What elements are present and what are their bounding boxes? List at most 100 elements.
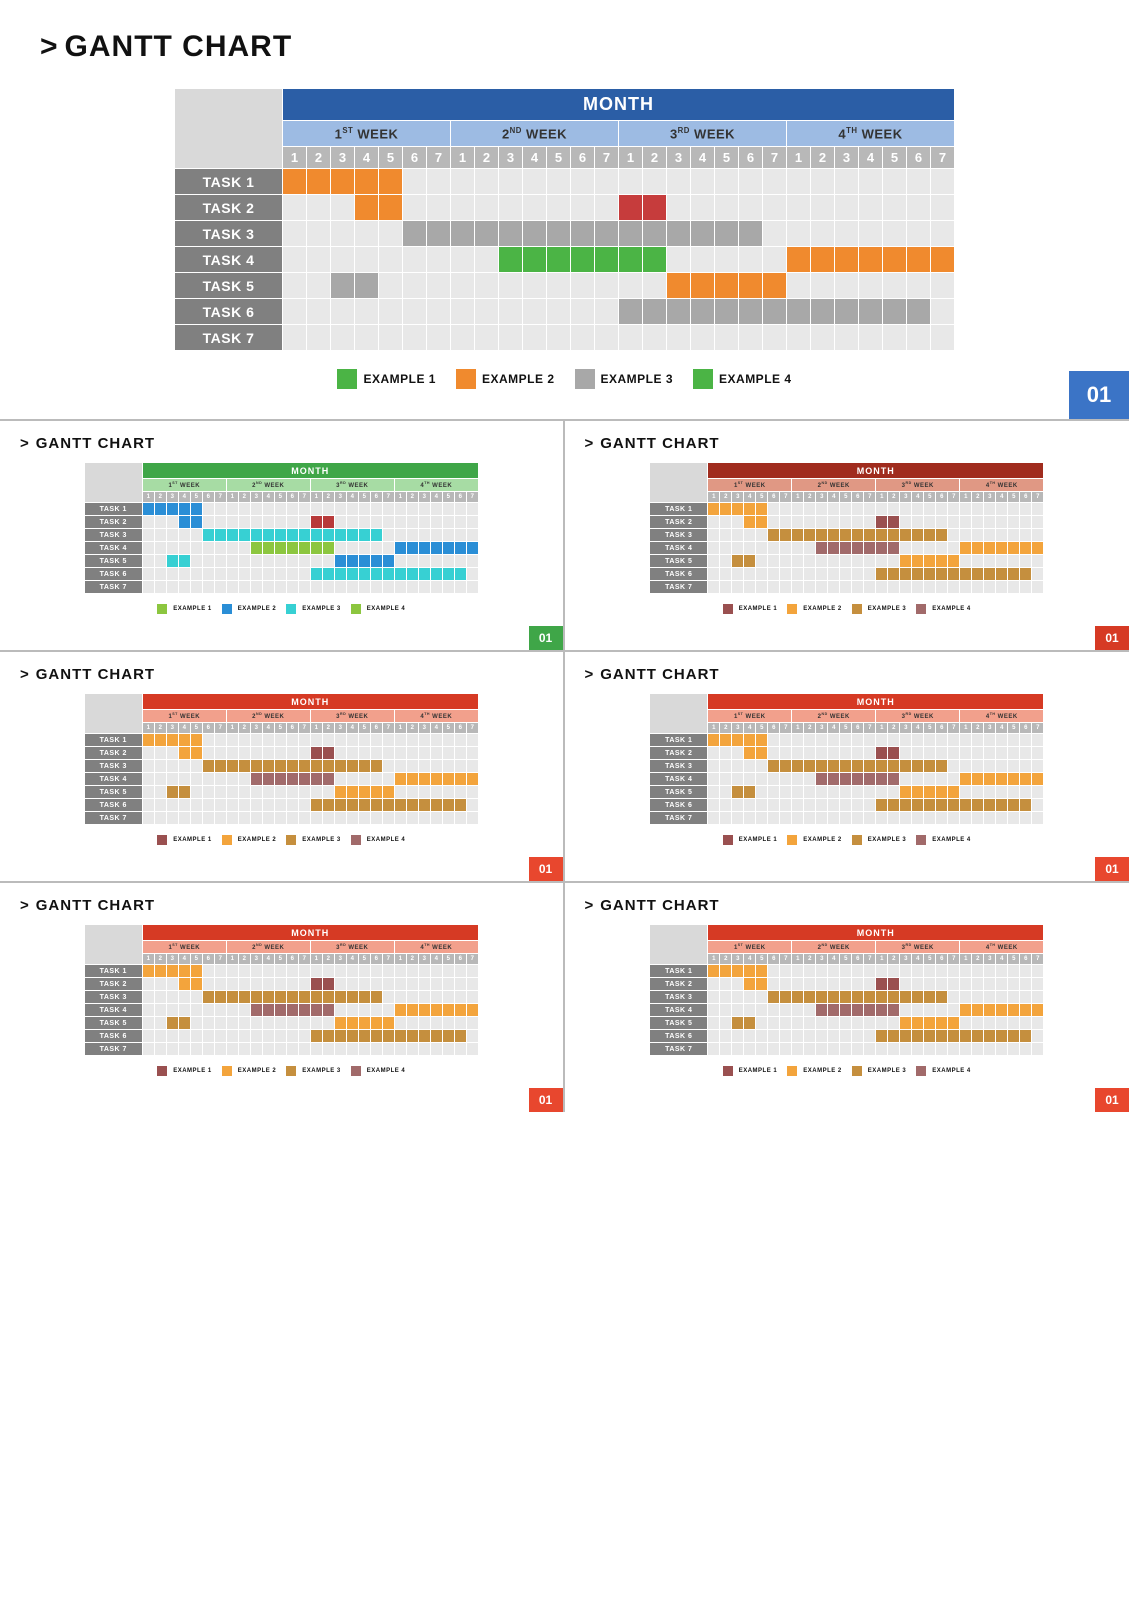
day-header: 4: [430, 723, 442, 734]
gantt-cell: [382, 965, 394, 978]
thumbnail-slide[interactable]: >GANTT CHARTMONTH1ST WEEK2ND WEEK3RD WEE…: [0, 650, 565, 881]
gantt-cell: [499, 247, 523, 273]
gantt-cell: [430, 1017, 442, 1030]
gantt-cell: [900, 555, 912, 568]
day-header: 2: [888, 723, 900, 734]
gantt-cell: [864, 773, 876, 786]
gantt-cell: [178, 529, 190, 542]
gantt-cell: [142, 542, 154, 555]
legend-swatch: [157, 604, 167, 614]
gantt-cell: [792, 503, 804, 516]
gantt-cell: [1020, 812, 1032, 825]
gantt-chart: MONTH1ST WEEK2ND WEEK3RD WEEK4TH WEEK123…: [174, 88, 955, 351]
gantt-cell: [840, 747, 852, 760]
gantt-cell: [936, 581, 948, 594]
gantt-cell: [912, 1004, 924, 1017]
day-header: 1: [226, 723, 238, 734]
gantt-cell: [996, 786, 1008, 799]
gantt-cell: [166, 503, 178, 516]
gantt-cell: [900, 1004, 912, 1017]
gantt-cell: [370, 555, 382, 568]
gantt-cell: [274, 965, 286, 978]
gantt-cell: [427, 273, 451, 299]
gantt-cell: [403, 325, 427, 351]
gantt-cell: [804, 991, 816, 1004]
legend-item: EXAMPLE 2: [222, 604, 277, 614]
gantt-cell: [250, 1030, 262, 1043]
gantt-cell: [907, 299, 931, 325]
gantt-cell: [888, 978, 900, 991]
thumbnail-slide[interactable]: >GANTT CHARTMONTH1ST WEEK2ND WEEK3RD WEE…: [0, 421, 565, 650]
thumb-gantt-container: MONTH1ST WEEK2ND WEEK3RD WEEK4TH WEEK123…: [585, 693, 1110, 845]
gantt-cell: [864, 529, 876, 542]
day-header: 4: [828, 492, 840, 503]
gantt-cell: [334, 1043, 346, 1056]
thumbnail-slide[interactable]: >GANTT CHARTMONTH1ST WEEK2ND WEEK3RD WEE…: [565, 650, 1129, 881]
legend-item: EXAMPLE 3: [852, 1066, 907, 1076]
thumbnail-slide[interactable]: >GANTT CHARTMONTH1ST WEEK2ND WEEK3RD WEE…: [565, 881, 1129, 1112]
day-header: 3: [984, 723, 996, 734]
gantt-cell: [382, 991, 394, 1004]
gantt-cell: [936, 503, 948, 516]
gantt-cell: [792, 812, 804, 825]
gantt-cell: [780, 1004, 792, 1017]
gantt-cell: [804, 568, 816, 581]
gantt-cell: [178, 978, 190, 991]
caret-icon: >: [20, 897, 30, 914]
gantt-cell: [238, 786, 250, 799]
gantt-cell: [358, 1043, 370, 1056]
gantt-cell: [732, 1017, 744, 1030]
gantt-cell: [262, 773, 274, 786]
gantt-cell: [274, 503, 286, 516]
gantt-cell: [708, 1004, 720, 1017]
week-header: 2ND WEEK: [792, 710, 876, 723]
task-label: TASK 6: [84, 1030, 142, 1043]
gantt-cell: [732, 1004, 744, 1017]
gantt-cell: [1020, 581, 1032, 594]
day-header: 7: [298, 954, 310, 965]
day-header: 1: [226, 492, 238, 503]
day-header: 6: [286, 954, 298, 965]
gantt-cell: [744, 786, 756, 799]
gantt-cell: [792, 786, 804, 799]
gantt-cell: [996, 516, 1008, 529]
gantt-cell: [643, 221, 667, 247]
legend-item: EXAMPLE 3: [286, 835, 341, 845]
gantt-cell: [190, 786, 202, 799]
gantt-cell: [1032, 786, 1044, 799]
gantt-cell: [202, 1030, 214, 1043]
gantt-cell: [274, 978, 286, 991]
task-label: TASK 4: [650, 1004, 708, 1017]
thumbnail-slide[interactable]: >GANTT CHARTMONTH1ST WEEK2ND WEEK3RD WEE…: [565, 421, 1129, 650]
gantt-cell: [394, 760, 406, 773]
thumbnail-slide[interactable]: >GANTT CHARTMONTH1ST WEEK2ND WEEK3RD WEE…: [0, 881, 565, 1112]
gantt-cell: [804, 965, 816, 978]
gantt-cell: [864, 503, 876, 516]
day-header: 6: [907, 147, 931, 169]
gantt-cell: [864, 812, 876, 825]
day-header: 1: [787, 147, 811, 169]
legend-label: EXAMPLE 4: [367, 606, 406, 612]
gantt-cell: [178, 747, 190, 760]
gantt-cell: [936, 786, 948, 799]
gantt-cell: [406, 1043, 418, 1056]
gantt-cell: [859, 325, 883, 351]
gantt-cell: [166, 799, 178, 812]
gantt-cell: [948, 1030, 960, 1043]
gantt-cell: [430, 978, 442, 991]
gantt-cell: [418, 760, 430, 773]
gantt-cell: [972, 991, 984, 1004]
day-header: 6: [370, 492, 382, 503]
day-header: 4: [912, 723, 924, 734]
day-header: 1: [394, 954, 406, 965]
gantt-cell: [466, 991, 478, 1004]
day-header: 6: [768, 492, 780, 503]
gantt-cell: [142, 734, 154, 747]
gantt-cell: [852, 542, 864, 555]
corner-cell: [175, 89, 283, 169]
gantt-cell: [226, 1043, 238, 1056]
gantt-cell: [1008, 760, 1020, 773]
gantt-cell: [984, 581, 996, 594]
gantt-cell: [298, 812, 310, 825]
caret-icon: >: [585, 666, 595, 683]
